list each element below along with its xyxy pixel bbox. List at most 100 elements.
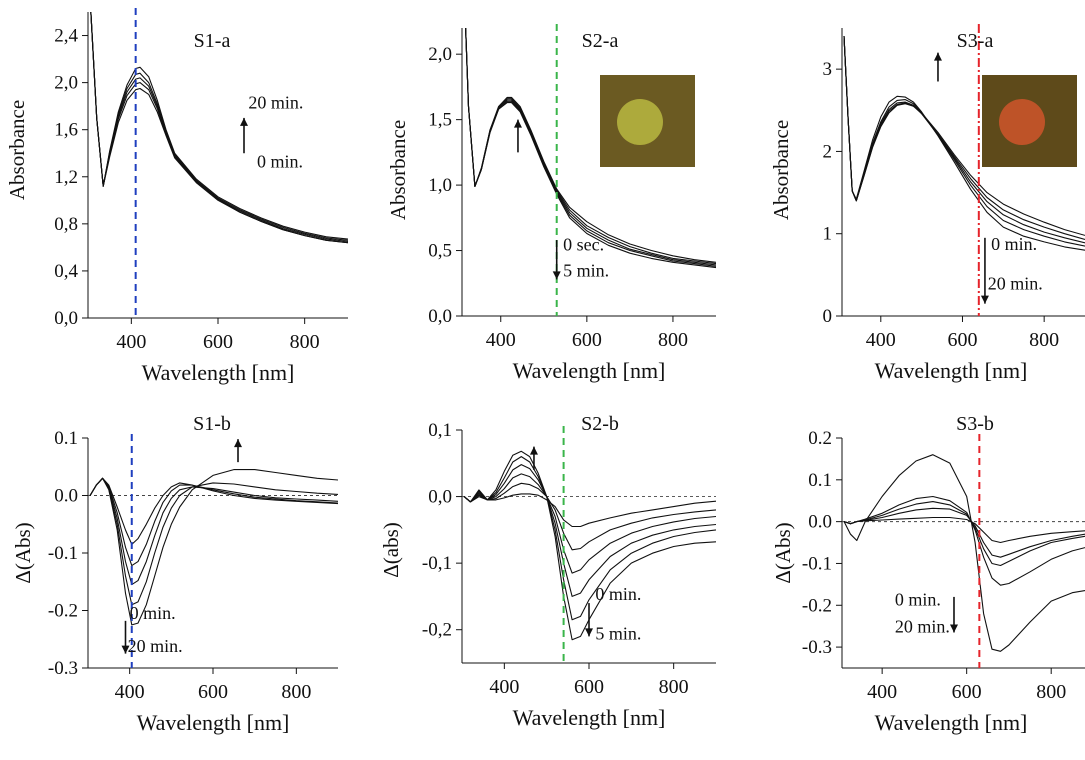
annotation-label: 0 min. bbox=[257, 151, 303, 171]
series-line-3 bbox=[843, 501, 1085, 567]
annotation-label: 20 min. bbox=[988, 274, 1043, 294]
chart-title: S3-a bbox=[957, 30, 994, 52]
series-line-6 bbox=[463, 450, 716, 641]
series-line-5 bbox=[843, 36, 1085, 251]
x-tick-label: 600 bbox=[947, 329, 977, 351]
x-axis-label: Wavelength [nm] bbox=[142, 360, 295, 385]
y-tick-label: 1,5 bbox=[428, 110, 452, 131]
panel-s1a: 400 600 800 0,0 0,4 0,8 1,2 1,6 2,0 2,4 20 min. 0 m… bbox=[5, 8, 348, 385]
y-tick-label: 1,6 bbox=[54, 120, 78, 141]
annotation-label: 0 sec. bbox=[563, 235, 604, 255]
annotation-label: 20 min. bbox=[128, 636, 183, 656]
x-axis-label: Wavelength [nm] bbox=[875, 358, 1028, 383]
panel-s1b: 400 600 800 -0.3 -0.2 -0.1 0.0 0.1 0 min. 20 min.… bbox=[11, 413, 338, 735]
y-tick-label: 0,8 bbox=[54, 214, 78, 235]
x-axis-label: Wavelength [nm] bbox=[513, 705, 666, 730]
annotation-label: 0 min. bbox=[130, 603, 176, 623]
chart-title: S2-a bbox=[582, 30, 619, 52]
y-tick-label: 1,2 bbox=[54, 167, 78, 188]
inset-spot bbox=[617, 99, 663, 145]
series-line-5 bbox=[463, 456, 716, 621]
series-line-4 bbox=[89, 477, 338, 606]
x-axis-label: Wavelength [nm] bbox=[513, 358, 666, 383]
y-tick-label: 0.2 bbox=[808, 428, 832, 449]
trend-arrow-head bbox=[529, 446, 538, 455]
annotation-label: 20 min. bbox=[248, 93, 303, 113]
x-tick-label: 400 bbox=[489, 676, 519, 698]
y-tick-label: 1,0 bbox=[428, 175, 452, 196]
trend-arrow-head bbox=[933, 52, 942, 61]
x-tick-label: 400 bbox=[116, 331, 146, 353]
x-tick-label: 800 bbox=[290, 331, 320, 353]
y-tick-label: 0,0 bbox=[428, 487, 452, 508]
x-tick-label: 400 bbox=[486, 329, 516, 351]
series-line-5 bbox=[843, 454, 1085, 652]
y-axis-label: Δ(Abs) bbox=[11, 522, 35, 583]
y-tick-label: 0.0 bbox=[808, 512, 832, 533]
y-tick-label: -0.2 bbox=[802, 595, 832, 616]
x-axis-label: Wavelength [nm] bbox=[875, 710, 1028, 735]
series-line-1 bbox=[89, 477, 338, 545]
y-axis-label: Δ(Abs) bbox=[771, 522, 795, 583]
x-tick-label: 800 bbox=[658, 329, 688, 351]
panel-s3a: 400 600 800 0 1 2 3 0 min. 20 min. S3-a Wavelength… bbox=[769, 24, 1085, 383]
annotation-label: 5 min. bbox=[595, 624, 641, 644]
y-tick-label: -0.2 bbox=[48, 601, 78, 622]
series-line-5 bbox=[89, 469, 338, 626]
y-tick-label: 2 bbox=[823, 141, 833, 162]
annotation-label: 0 min. bbox=[595, 584, 641, 604]
trend-arrow-head bbox=[121, 645, 130, 654]
annotation-label: 0 min. bbox=[895, 589, 941, 609]
series-line-5 bbox=[465, 28, 716, 269]
y-tick-label: -0.1 bbox=[802, 553, 832, 574]
series-line-2 bbox=[463, 482, 716, 551]
y-axis-label: Absorbance bbox=[386, 120, 410, 220]
series-line-3 bbox=[463, 473, 716, 574]
y-tick-label: 0.1 bbox=[54, 428, 78, 449]
x-tick-label: 600 bbox=[952, 681, 982, 703]
y-axis-label: Absorbance bbox=[5, 100, 29, 200]
x-tick-label: 600 bbox=[572, 329, 602, 351]
trend-arrow-head bbox=[552, 271, 561, 280]
y-axis-label: Δ(abs) bbox=[379, 522, 403, 577]
y-tick-label: 1 bbox=[823, 224, 833, 245]
y-tick-label: 0,0 bbox=[428, 306, 452, 327]
annotation-label: 5 min. bbox=[563, 261, 609, 281]
y-tick-label: 0 bbox=[823, 306, 833, 327]
y-tick-label: 0.0 bbox=[54, 486, 78, 507]
series-line-4 bbox=[843, 495, 1085, 586]
trend-arrow-head bbox=[240, 117, 248, 126]
y-tick-label: 0,4 bbox=[54, 261, 78, 282]
x-tick-label: 800 bbox=[1029, 329, 1059, 351]
annotation-label: 20 min. bbox=[895, 616, 950, 636]
y-tick-label: 0,5 bbox=[428, 241, 452, 262]
series-line-3 bbox=[89, 477, 338, 586]
annotation-label: 0 min. bbox=[991, 234, 1037, 254]
chart-title: S2-b bbox=[581, 413, 619, 435]
x-tick-label: 600 bbox=[203, 331, 233, 353]
inset-spot bbox=[999, 99, 1045, 145]
y-axis-label: Absorbance bbox=[769, 120, 793, 220]
y-tick-label: -0.3 bbox=[48, 658, 78, 679]
series-line-5 bbox=[90, 12, 348, 244]
chart-title: S1-b bbox=[193, 413, 231, 435]
y-tick-label: 0,0 bbox=[54, 308, 78, 329]
x-tick-label: 800 bbox=[281, 681, 311, 703]
x-tick-label: 400 bbox=[866, 329, 896, 351]
x-tick-label: 600 bbox=[198, 681, 228, 703]
x-tick-label: 800 bbox=[659, 676, 689, 698]
trend-arrow-head bbox=[585, 628, 593, 637]
y-tick-label: 0.1 bbox=[808, 470, 832, 491]
y-tick-label: 2,0 bbox=[428, 44, 452, 65]
trend-arrow-head bbox=[949, 624, 958, 633]
trend-arrow-head bbox=[513, 119, 522, 128]
trend-arrow-head bbox=[234, 439, 242, 448]
x-tick-label: 800 bbox=[1036, 681, 1066, 703]
chart-title: S3-b bbox=[956, 413, 994, 435]
x-tick-label: 600 bbox=[574, 676, 604, 698]
chart-title: S1-a bbox=[194, 30, 231, 52]
panel-s2a: 400 600 800 0,0 0,5 1,0 1,5 2,0 0 sec. 5 min. S2-a… bbox=[386, 24, 716, 383]
x-axis-label: Wavelength [nm] bbox=[137, 710, 290, 735]
y-tick-label: -0,2 bbox=[422, 620, 452, 641]
